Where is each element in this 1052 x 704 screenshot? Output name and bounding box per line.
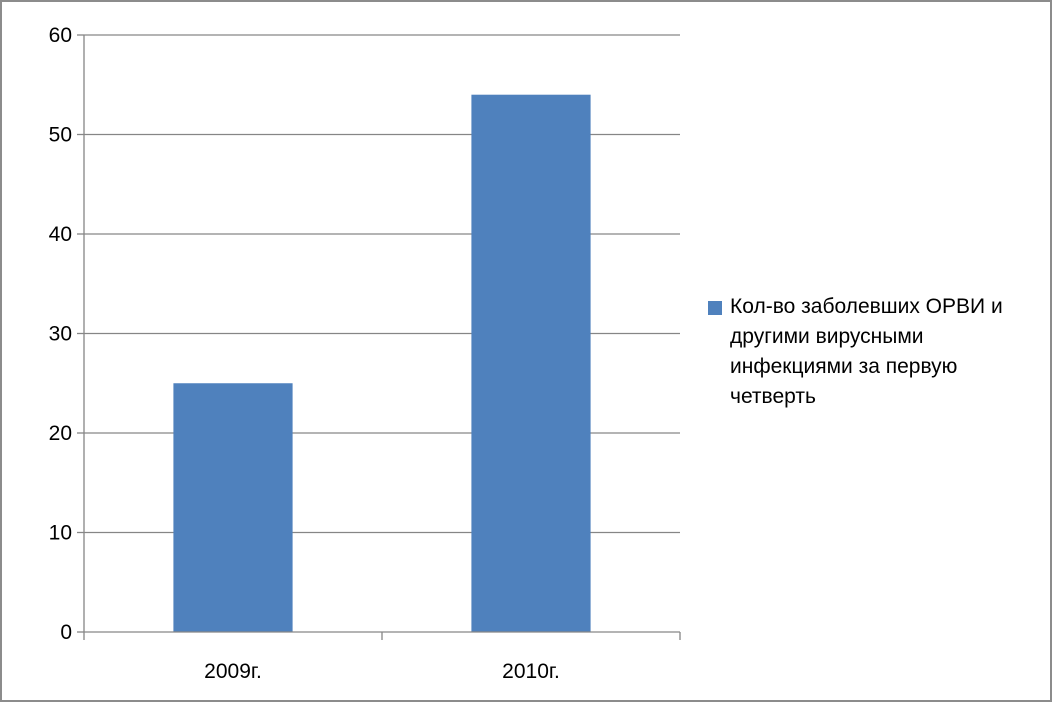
- legend-label: Кол-во заболевших ОРВИ и другими вирусны…: [730, 295, 1003, 408]
- y-tick-label: 50: [49, 124, 72, 147]
- y-tick-label: 40: [49, 223, 72, 246]
- axes: [77, 34, 681, 640]
- y-tick-label: 10: [49, 522, 72, 545]
- tick-labels: 0 10 20 30 40 50 60 2009г. 2010г.: [49, 24, 560, 683]
- x-tick-label: 2010г.: [502, 660, 560, 683]
- bar: [471, 94, 591, 632]
- legend: Кол-во заболевших ОРВИ и другими вирусны…: [708, 292, 1048, 412]
- y-tick-label: 20: [49, 422, 72, 445]
- bars: [173, 94, 591, 632]
- y-tick-label: 60: [49, 24, 72, 47]
- bar: [173, 383, 293, 632]
- y-tick-label: 30: [49, 323, 72, 346]
- y-tick-label: 0: [60, 621, 72, 644]
- x-tick-label: 2009г.: [204, 660, 262, 683]
- legend-swatch: [708, 301, 722, 315]
